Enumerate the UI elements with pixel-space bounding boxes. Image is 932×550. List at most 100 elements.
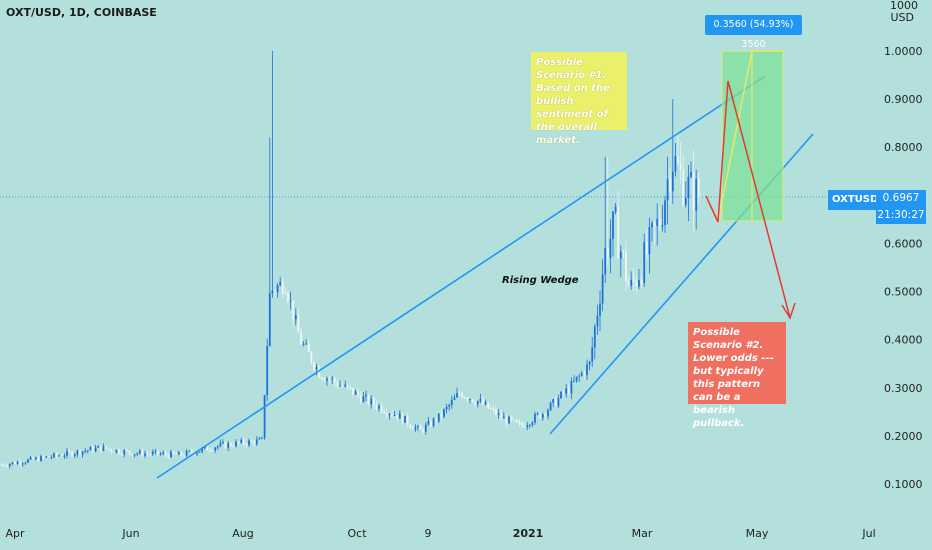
candle-body [640,280,643,284]
candle-body [185,450,188,456]
candle-body [29,457,32,460]
candle-body [73,454,76,456]
y-tick-label: 0.2000 [884,430,923,443]
x-tick-label: Oct [347,527,367,540]
candle-body [263,395,266,438]
candle-body [495,409,497,416]
candle-body [326,378,328,381]
candle-body [560,391,562,399]
candle-body [320,377,323,379]
candle-body [359,395,362,403]
candle-body [149,453,152,455]
candle-body [687,176,690,199]
scenario-2-note: Possible Scenario #2. Lower odds --- but… [688,322,786,429]
candle-body [526,425,529,428]
candle-body [266,346,269,396]
candle-body [414,427,417,430]
candle-body [284,293,287,295]
candle-body [502,416,505,419]
candle-body [255,439,258,445]
candle-body [89,447,92,451]
y-tick-label: 0.8000 [884,141,923,154]
candle-body [190,450,193,453]
candle-body [328,378,331,380]
candle-body [635,281,638,287]
candle-body [170,451,172,458]
y-tick-label: 0.4000 [884,334,923,347]
candle-body [206,446,209,451]
candle-body [138,450,141,454]
candle-body [281,281,284,294]
candle-body [224,442,227,448]
candle-body [151,452,154,455]
candle-body [677,156,679,163]
candle-body [11,462,14,464]
x-tick-label: Mar [632,527,653,540]
candle-body [388,413,391,416]
candle-body [617,206,620,259]
candle-body [570,381,573,394]
candle-body [573,380,575,382]
candle-body [125,450,128,452]
candle-body [583,372,586,376]
candle-body [549,402,552,411]
candle-body [40,456,42,462]
candle-body [227,443,230,448]
candle-body [500,413,503,419]
x-tick-label: Aug [232,527,253,540]
candle-body [37,457,40,462]
candle-body [323,378,326,381]
candle-body [487,402,490,409]
candle-body [198,451,201,453]
candle-body [695,178,698,212]
candle-body [622,251,625,253]
candle-body [339,385,341,387]
measure-label: 0.3560 (54.93%) 3560 [705,15,802,50]
candle-body [510,416,513,420]
candle-body [435,418,438,422]
candle-body [154,450,157,453]
candle-body [458,393,461,395]
candle-body [534,413,536,423]
candle-body [79,450,81,455]
candle-body [606,247,609,259]
candle-body [484,402,487,405]
y-tick-label: 0.5000 [884,286,923,299]
candle-body [214,447,217,451]
candle-body [645,242,648,255]
candle-body [424,424,427,432]
candle-body [250,440,253,442]
candle-body [580,372,583,376]
candle-body [612,211,614,239]
candle-body [557,398,560,406]
candle-body [354,391,357,395]
candle-body [669,179,672,192]
candle-body [302,343,305,345]
candle-body [99,446,102,451]
candle-body [123,450,126,455]
candle-body [8,463,11,467]
candle-body [55,453,58,456]
candle-body [430,421,432,426]
candle-body [63,455,66,457]
x-tick-label: Jul [861,527,875,540]
candle-body [352,387,354,395]
candle-body [188,450,191,452]
y-axis: 0.10000.20000.30000.40000.50000.60000.70… [884,45,923,491]
candle-body [310,351,313,363]
candle-body [396,415,399,419]
candle-body [336,382,339,387]
candle-body [307,343,310,352]
candle-body [406,415,409,425]
candle-body [131,453,133,456]
candle-body [112,451,115,453]
candle-body [365,394,367,397]
candle-body [578,375,581,377]
candle-body [440,413,443,417]
y-tick-label: 0.3000 [884,382,923,395]
candle-body [521,423,523,426]
candle-body [276,285,279,293]
candle-body [196,452,198,455]
candle-body [515,419,518,423]
